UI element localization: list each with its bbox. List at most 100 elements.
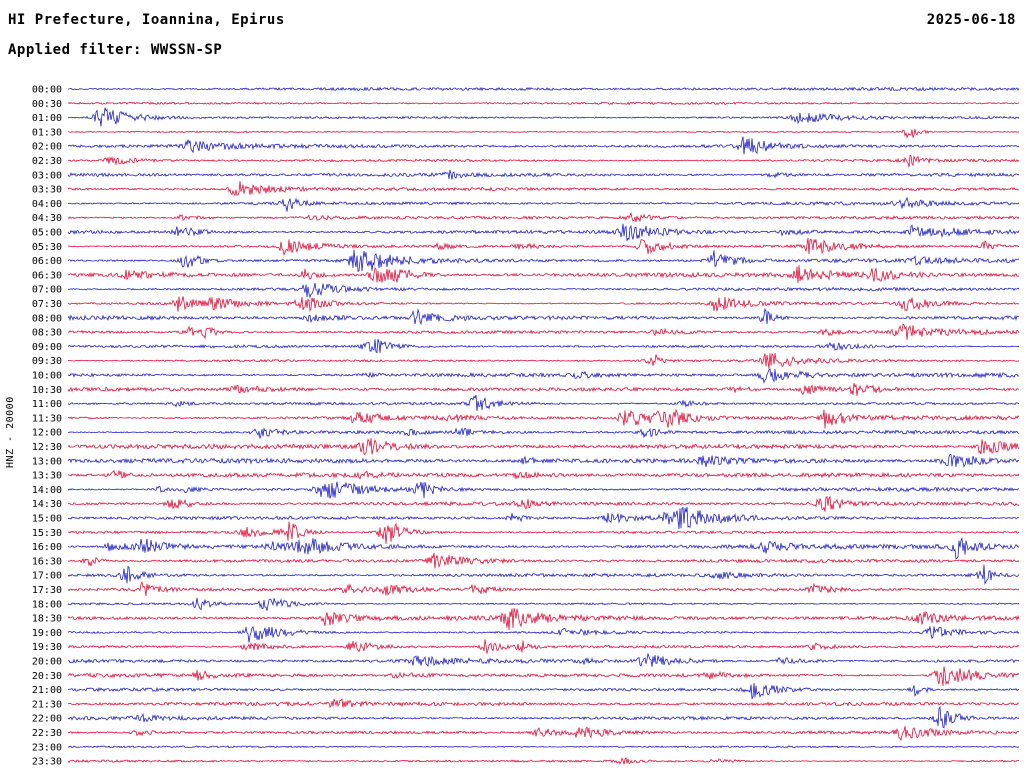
seismogram-trace <box>67 101 1020 106</box>
time-label: 19:00 <box>32 628 62 639</box>
time-label: 22:30 <box>32 728 62 739</box>
time-label: 17:30 <box>32 585 62 596</box>
seismogram-trace <box>67 382 1019 396</box>
seismogram-trace <box>68 323 1020 340</box>
time-label: 18:30 <box>32 614 62 625</box>
time-label: 10:30 <box>32 385 62 396</box>
seismogram-trace <box>67 580 1020 597</box>
time-label: 12:00 <box>32 428 62 439</box>
time-label: 16:30 <box>32 556 62 567</box>
seismogram-trace <box>67 136 1019 155</box>
station-title: HI Prefecture, Ioannina, Epirus <box>8 12 285 28</box>
time-label: 05:00 <box>32 228 62 239</box>
seismogram-trace <box>67 353 1020 369</box>
time-label: 15:30 <box>32 528 62 539</box>
time-label: 20:00 <box>32 657 62 668</box>
time-label: 15:00 <box>32 514 62 525</box>
seismogram-trace <box>67 506 1020 530</box>
seismogram-trace <box>67 107 1020 127</box>
seismogram-trace <box>67 537 1020 560</box>
time-label: 01:00 <box>32 113 62 124</box>
seismogram-trace <box>67 521 1020 545</box>
seismogram-trace <box>67 756 1020 765</box>
seismogram-trace <box>68 128 1020 139</box>
time-label: 11:30 <box>32 413 62 424</box>
time-label: 04:30 <box>32 213 62 224</box>
seismogram-trace <box>67 745 1020 749</box>
time-label: 07:00 <box>32 285 62 296</box>
seismogram-trace <box>67 223 1020 241</box>
time-label: 20:30 <box>32 671 62 682</box>
time-label: 08:30 <box>32 328 62 339</box>
seismogram-trace <box>67 427 1020 439</box>
time-label: 00:30 <box>32 99 62 110</box>
seismogram-trace <box>67 626 1020 643</box>
header: HI Prefecture, Ioannina, Epirus 2025-06-… <box>8 12 1016 28</box>
seismogram-trace <box>67 652 1020 667</box>
time-label: 03:30 <box>32 185 62 196</box>
time-label: 05:30 <box>32 242 62 253</box>
time-label: 23:30 <box>32 757 62 768</box>
time-label: 13:30 <box>32 471 62 482</box>
seismogram-trace <box>67 469 1020 480</box>
time-label: 23:00 <box>32 742 62 753</box>
date-label: 2025-06-18 <box>926 12 1016 28</box>
time-label: 11:00 <box>32 399 62 410</box>
time-label: 21:30 <box>32 699 62 710</box>
seismogram-trace <box>67 682 1020 699</box>
time-label: 04:00 <box>32 199 62 210</box>
seismogram-trace <box>67 481 1020 499</box>
time-label: 06:30 <box>32 270 62 281</box>
time-label: 08:00 <box>32 313 62 324</box>
time-label: 09:30 <box>32 356 62 367</box>
seismogram-trace <box>67 438 1020 455</box>
time-label: 01:30 <box>32 127 62 138</box>
seismogram-trace <box>67 368 1020 384</box>
seismogram-trace <box>67 698 1020 709</box>
seismogram-trace <box>67 394 1020 411</box>
time-label: 14:30 <box>32 499 62 510</box>
time-label: 13:00 <box>32 456 62 467</box>
seismogram-trace <box>67 408 1020 429</box>
seismogram-trace <box>67 552 1020 569</box>
filter-label: Applied filter: WWSSN-SP <box>8 42 223 58</box>
seismogram-trace <box>67 237 1019 257</box>
time-label: 21:00 <box>32 685 62 696</box>
time-label: 00:00 <box>32 85 62 96</box>
seismogram-trace <box>67 608 1020 630</box>
time-label: 07:30 <box>32 299 62 310</box>
seismogram-trace <box>67 666 1020 686</box>
seismogram-trace <box>67 495 1020 512</box>
seismogram-trace <box>67 597 1020 611</box>
seismogram-trace <box>67 564 1020 586</box>
seismogram-trace <box>67 705 1019 729</box>
time-label: 18:00 <box>32 599 62 610</box>
time-label: 02:00 <box>32 142 62 153</box>
seismogram-trace <box>67 296 1020 313</box>
time-label: 22:00 <box>32 714 62 725</box>
time-label: 06:00 <box>32 256 62 267</box>
time-label: 02:30 <box>32 156 62 167</box>
time-label: 09:00 <box>32 342 62 353</box>
time-label: 17:00 <box>32 571 62 582</box>
time-label: 12:30 <box>32 442 62 453</box>
time-label: 03:00 <box>32 170 62 181</box>
seismogram-trace <box>67 169 1020 180</box>
seismogram-trace <box>68 86 1020 92</box>
seismogram-trace <box>67 196 1020 212</box>
seismogram-trace <box>67 181 1020 196</box>
seismogram-trace <box>67 453 1020 468</box>
time-label: 19:30 <box>32 642 62 653</box>
time-label: 14:00 <box>32 485 62 496</box>
time-label: 16:00 <box>32 542 62 553</box>
seismogram-trace <box>67 307 1020 326</box>
seismogram-trace <box>67 265 1020 284</box>
seismogram-trace <box>67 249 1020 273</box>
seismogram-trace <box>67 338 1020 354</box>
seismogram-trace <box>67 154 1020 168</box>
seismogram-trace <box>67 211 1020 223</box>
seismogram-trace <box>67 726 1020 741</box>
seismogram-trace <box>67 283 1020 299</box>
